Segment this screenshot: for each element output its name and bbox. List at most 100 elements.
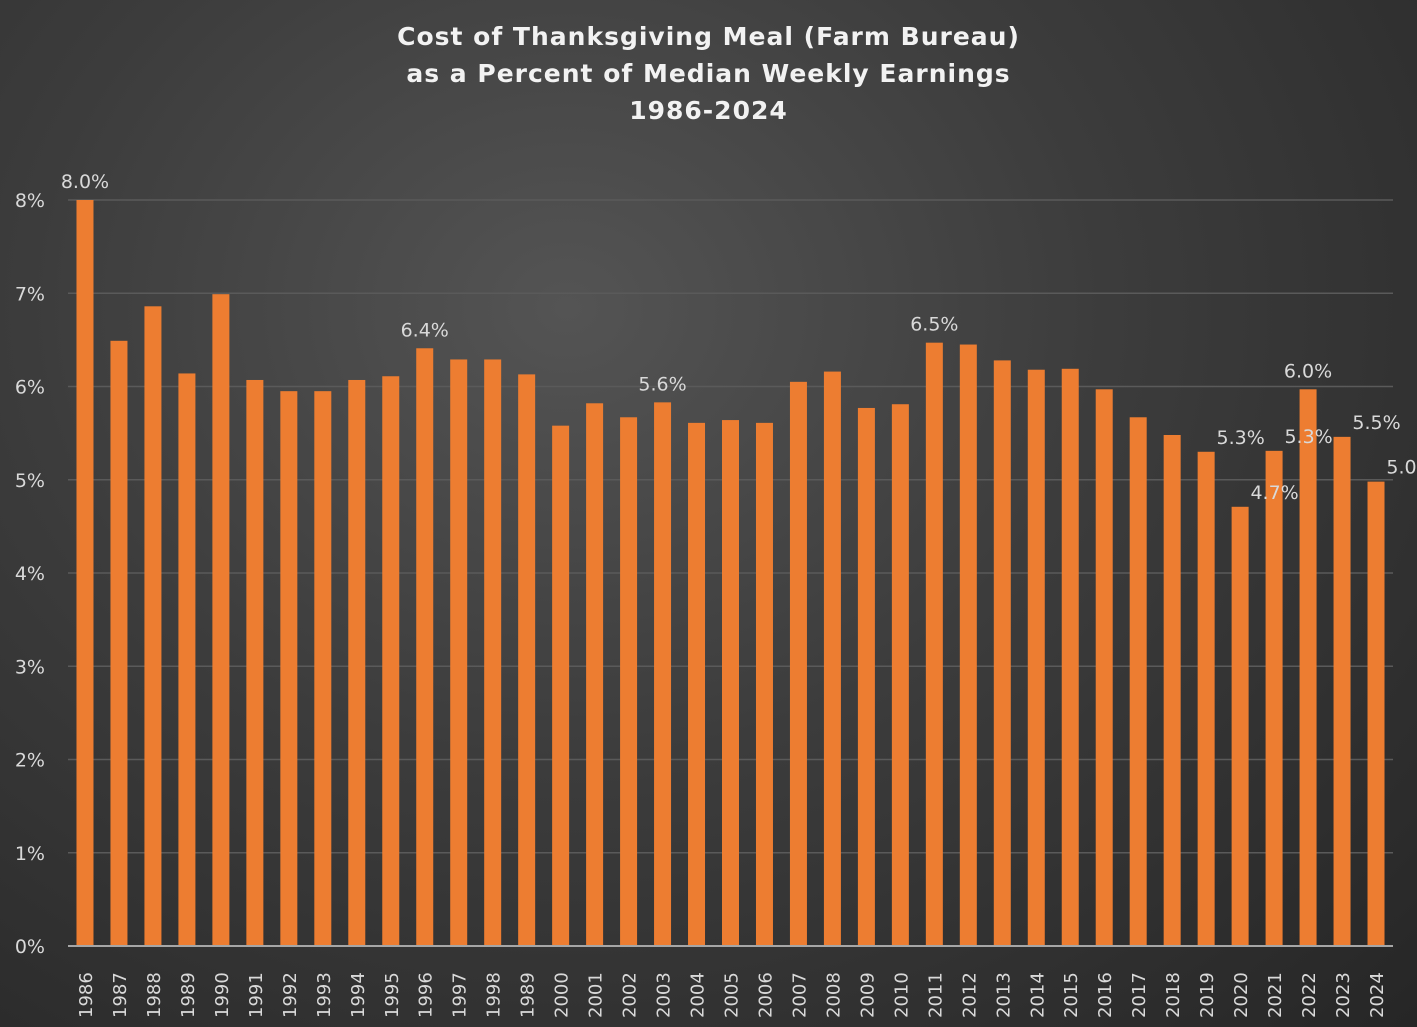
bar-2010 xyxy=(891,404,909,946)
bar-2000 xyxy=(552,425,570,946)
x-tick-label: 2008 xyxy=(823,972,844,1018)
x-tick-label: 1993 xyxy=(314,972,335,1018)
x-tick-label: 2018 xyxy=(1163,972,1184,1018)
x-tick-label: 2013 xyxy=(993,972,1014,1018)
bar-1988 xyxy=(144,306,162,946)
bar-1998 xyxy=(484,359,502,946)
x-tick-label: 1996 xyxy=(416,972,437,1018)
x-tick-label: 2020 xyxy=(1231,972,1252,1018)
bar-2021 xyxy=(1265,450,1283,946)
x-tick-label: 1992 xyxy=(280,972,301,1018)
bar-2001 xyxy=(586,403,604,946)
x-tick-label: 2022 xyxy=(1299,972,1320,1018)
x-tick-label: 1991 xyxy=(246,972,267,1018)
x-tick-label: 1987 xyxy=(110,972,131,1018)
x-tick-label: 2010 xyxy=(891,972,912,1018)
y-tick-label: 6% xyxy=(15,377,45,399)
data-label: 4.7% xyxy=(1250,482,1298,504)
bar-1992 xyxy=(280,391,298,947)
bar-2014 xyxy=(1027,369,1045,947)
chart-title-line-3: 1986-2024 xyxy=(629,96,788,125)
bar-2018 xyxy=(1163,434,1181,946)
x-tick-label: 2017 xyxy=(1129,972,1150,1018)
bar-1995 xyxy=(382,376,400,946)
bar-1989 xyxy=(178,373,196,946)
chart-title-line-2: as a Percent of Median Weekly Earnings xyxy=(406,59,1011,88)
bar-2009 xyxy=(857,407,875,946)
y-tick-label: 8% xyxy=(15,190,45,212)
chart-title: Cost of Thanksgiving Meal (Farm Bureau) … xyxy=(0,18,1417,129)
x-tick-label: 2000 xyxy=(552,972,573,1018)
bar-2015 xyxy=(1061,368,1079,947)
data-label: 6.0% xyxy=(1284,360,1332,382)
bar-2007 xyxy=(789,381,807,946)
bar-2002 xyxy=(620,417,638,947)
x-tick-label: 1989 xyxy=(178,972,199,1018)
x-tick-label: 2005 xyxy=(722,972,743,1018)
bar-2024 xyxy=(1367,481,1385,946)
x-tick-label: 2006 xyxy=(755,972,776,1018)
x-tick-label: 1986 xyxy=(76,972,97,1018)
x-tick-label: 2002 xyxy=(620,972,641,1018)
x-tick-label: 2003 xyxy=(654,972,675,1018)
x-tick-label: 1990 xyxy=(212,972,233,1018)
bar-2006 xyxy=(755,422,773,946)
chart-title-line-1: Cost of Thanksgiving Meal (Farm Bureau) xyxy=(397,22,1020,51)
bar-2023 xyxy=(1333,436,1351,946)
bar-1994 xyxy=(348,379,366,946)
data-label: 5.3% xyxy=(1217,427,1265,449)
bar-2005 xyxy=(722,420,739,946)
x-tick-label: 2016 xyxy=(1095,972,1116,1018)
x-tick-label: 1994 xyxy=(348,972,369,1018)
data-label: 6.4% xyxy=(401,319,449,341)
data-label: 5.3% xyxy=(1284,426,1332,448)
y-tick-label: 4% xyxy=(15,563,45,585)
y-tick-label: 1% xyxy=(15,843,45,865)
data-label: 6.5% xyxy=(910,314,958,336)
x-tick-label: 1995 xyxy=(382,972,403,1018)
x-tick-label: 2001 xyxy=(586,972,607,1018)
bar-1989 xyxy=(518,374,536,946)
data-label: 5.5% xyxy=(1352,412,1400,434)
y-tick-label: 5% xyxy=(15,470,45,492)
bar-1991 xyxy=(246,379,264,946)
x-tick-label: 2011 xyxy=(925,972,946,1018)
x-tick-label: 2015 xyxy=(1061,972,1082,1018)
bar-2003 xyxy=(654,402,672,946)
bar-1987 xyxy=(110,340,128,946)
x-tick-label: 1998 xyxy=(484,972,505,1018)
x-tick-label: 2014 xyxy=(1027,972,1048,1018)
bar-2004 xyxy=(688,422,706,946)
x-tick-label: 1988 xyxy=(144,972,165,1018)
bar-2020 xyxy=(1231,506,1249,946)
bar-2011 xyxy=(925,342,943,946)
x-tick-label: 2023 xyxy=(1333,972,1354,1018)
x-tick-label: 2007 xyxy=(789,972,810,1018)
bar-2012 xyxy=(959,344,977,947)
x-tick-label: 1989 xyxy=(518,972,539,1018)
bar-2019 xyxy=(1197,451,1215,946)
bar-1986 xyxy=(76,200,94,946)
data-label: 5.6% xyxy=(638,373,686,395)
x-tick-label: 2004 xyxy=(688,972,709,1018)
data-label: 5.0% xyxy=(1386,457,1417,479)
bar-2013 xyxy=(993,360,1011,946)
x-tick-label: 2024 xyxy=(1367,972,1388,1018)
y-tick-label: 3% xyxy=(15,656,45,678)
x-tick-label: 2019 xyxy=(1197,972,1218,1018)
bar-1996 xyxy=(416,348,434,947)
x-tick-label: 1997 xyxy=(450,972,471,1018)
bar-2008 xyxy=(823,371,841,947)
y-tick-label: 2% xyxy=(15,750,45,772)
x-tick-label: 2012 xyxy=(959,972,980,1018)
x-tick-label: 2021 xyxy=(1265,972,1286,1018)
bar-1997 xyxy=(450,359,468,946)
data-label: 8.0% xyxy=(61,171,109,193)
bar-2016 xyxy=(1095,389,1113,946)
bar-2022 xyxy=(1299,389,1317,946)
x-tick-label: 2009 xyxy=(857,972,878,1018)
y-tick-label: 7% xyxy=(15,283,45,305)
bar-2017 xyxy=(1129,417,1147,947)
y-tick-label: 0% xyxy=(15,936,45,958)
